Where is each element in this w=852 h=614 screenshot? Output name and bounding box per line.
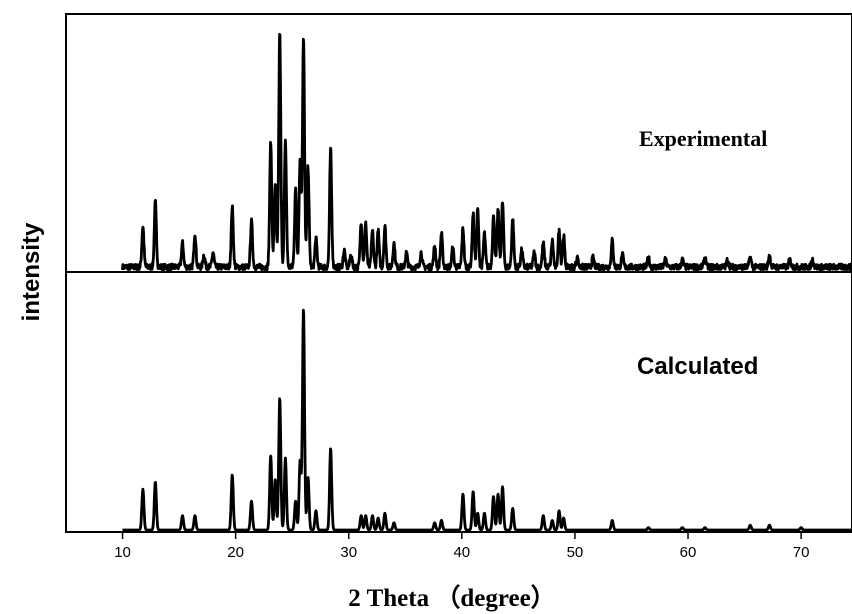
x-axis-label: 2 Theta （degree） — [348, 583, 555, 612]
series-line-calculated — [121, 308, 852, 532]
series-layer — [121, 32, 852, 532]
x-tick-label-40: 40 — [453, 544, 470, 561]
x-tick-label-10: 10 — [114, 544, 131, 561]
x-tick-label-60: 60 — [680, 544, 697, 561]
x-tick-label-50: 50 — [567, 544, 584, 561]
y-axis-label: intensity — [18, 222, 45, 321]
panel-label-experimental: Experimental — [639, 126, 767, 151]
x-tick-label-20: 20 — [227, 544, 244, 561]
x-axis-ticks: 10 20 30 40 50 60 70 — [114, 532, 809, 561]
series-line-experimental — [121, 32, 852, 272]
panel-label-calculated: Calculated — [637, 353, 758, 380]
x-tick-label-70: 70 — [793, 544, 810, 561]
x-tick-label-30: 30 — [340, 544, 357, 561]
